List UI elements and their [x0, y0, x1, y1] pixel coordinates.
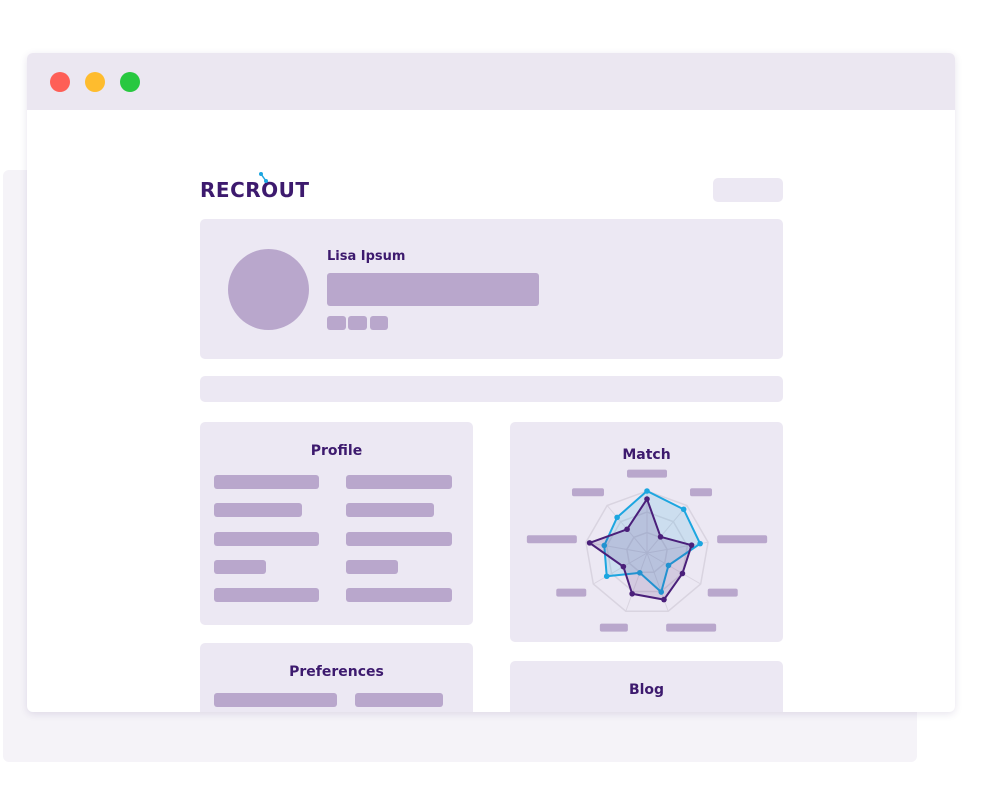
radar-point [680, 506, 687, 513]
radar-axis [593, 552, 648, 585]
blog-title: Blog [628, 682, 665, 698]
radar-point [644, 488, 650, 494]
tag-placeholder [348, 316, 367, 330]
preference-placeholder [214, 693, 337, 707]
profile-header-card: Lisa Ipsum [200, 219, 783, 359]
radar-axis [646, 505, 688, 554]
radar-point [636, 570, 643, 576]
title-bar [27, 53, 955, 110]
blog-panel-wrap: Blog [510, 661, 783, 712]
radar-point [658, 589, 665, 595]
close-button[interactable] [50, 72, 70, 92]
radar-point [586, 540, 593, 546]
header-button[interactable] [713, 178, 783, 202]
radar-point [661, 596, 667, 603]
match-panel: Match [510, 422, 783, 642]
field-placeholder [214, 560, 266, 574]
field-placeholder [214, 503, 302, 517]
radar-axis-label [717, 535, 768, 544]
value-placeholder [346, 560, 398, 574]
maximize-button[interactable] [120, 72, 140, 92]
value-placeholder [346, 588, 452, 602]
radar-axis [585, 541, 648, 554]
radar-series-2 [587, 496, 693, 601]
preference-placeholder [355, 693, 443, 707]
radar-chart [526, 469, 768, 632]
radar-point [629, 590, 635, 597]
headline-placeholder [327, 273, 539, 306]
preferences-panel-wrap: Preferences [200, 643, 473, 712]
radar-point [601, 542, 608, 549]
radar-axis-label [599, 623, 628, 632]
field-placeholder [214, 475, 319, 489]
avatar [228, 249, 309, 330]
radar-axis-label [556, 588, 587, 597]
tag-placeholder [327, 316, 346, 330]
radar-axis [646, 552, 701, 585]
radar-point [620, 563, 627, 570]
search-bar[interactable] [200, 376, 783, 402]
minimize-button[interactable] [85, 72, 105, 92]
radar-point [657, 534, 664, 540]
radar-axis-label [707, 588, 738, 597]
radar-point [614, 514, 620, 521]
radar-point [697, 540, 703, 547]
profile-title: Profile [310, 443, 363, 459]
radar-axis-label [571, 488, 604, 497]
radar-axis [625, 552, 648, 612]
tag-placeholder [370, 316, 388, 330]
blog-panel: Blog [510, 661, 783, 712]
field-placeholder [214, 532, 319, 546]
radar-series-1 [603, 489, 702, 594]
profile-panel: Profile [200, 422, 473, 625]
radar-axis-label [627, 469, 667, 478]
radar-grid-ring [585, 490, 709, 613]
logo: RECROUT [200, 178, 310, 202]
value-placeholder [346, 503, 434, 517]
radar-axis-label [666, 623, 717, 632]
field-placeholder [214, 588, 319, 602]
preferences-panel: Preferences [200, 643, 473, 712]
radar-point [679, 570, 686, 577]
radar-axis-label [526, 535, 577, 544]
radar-point [665, 562, 672, 569]
radar-point [644, 496, 650, 502]
match-title: Match [622, 447, 671, 463]
logo-node-icon [259, 172, 268, 183]
radar-point [688, 542, 695, 548]
value-placeholder [346, 532, 452, 546]
value-placeholder [346, 475, 452, 489]
radar-grid-ring [626, 531, 668, 573]
radar-point [624, 526, 630, 533]
radar-axis-label [690, 488, 713, 497]
radar-point [603, 573, 610, 580]
preferences-title: Preferences [289, 664, 384, 680]
profile-name: Lisa Ipsum [327, 249, 406, 264]
